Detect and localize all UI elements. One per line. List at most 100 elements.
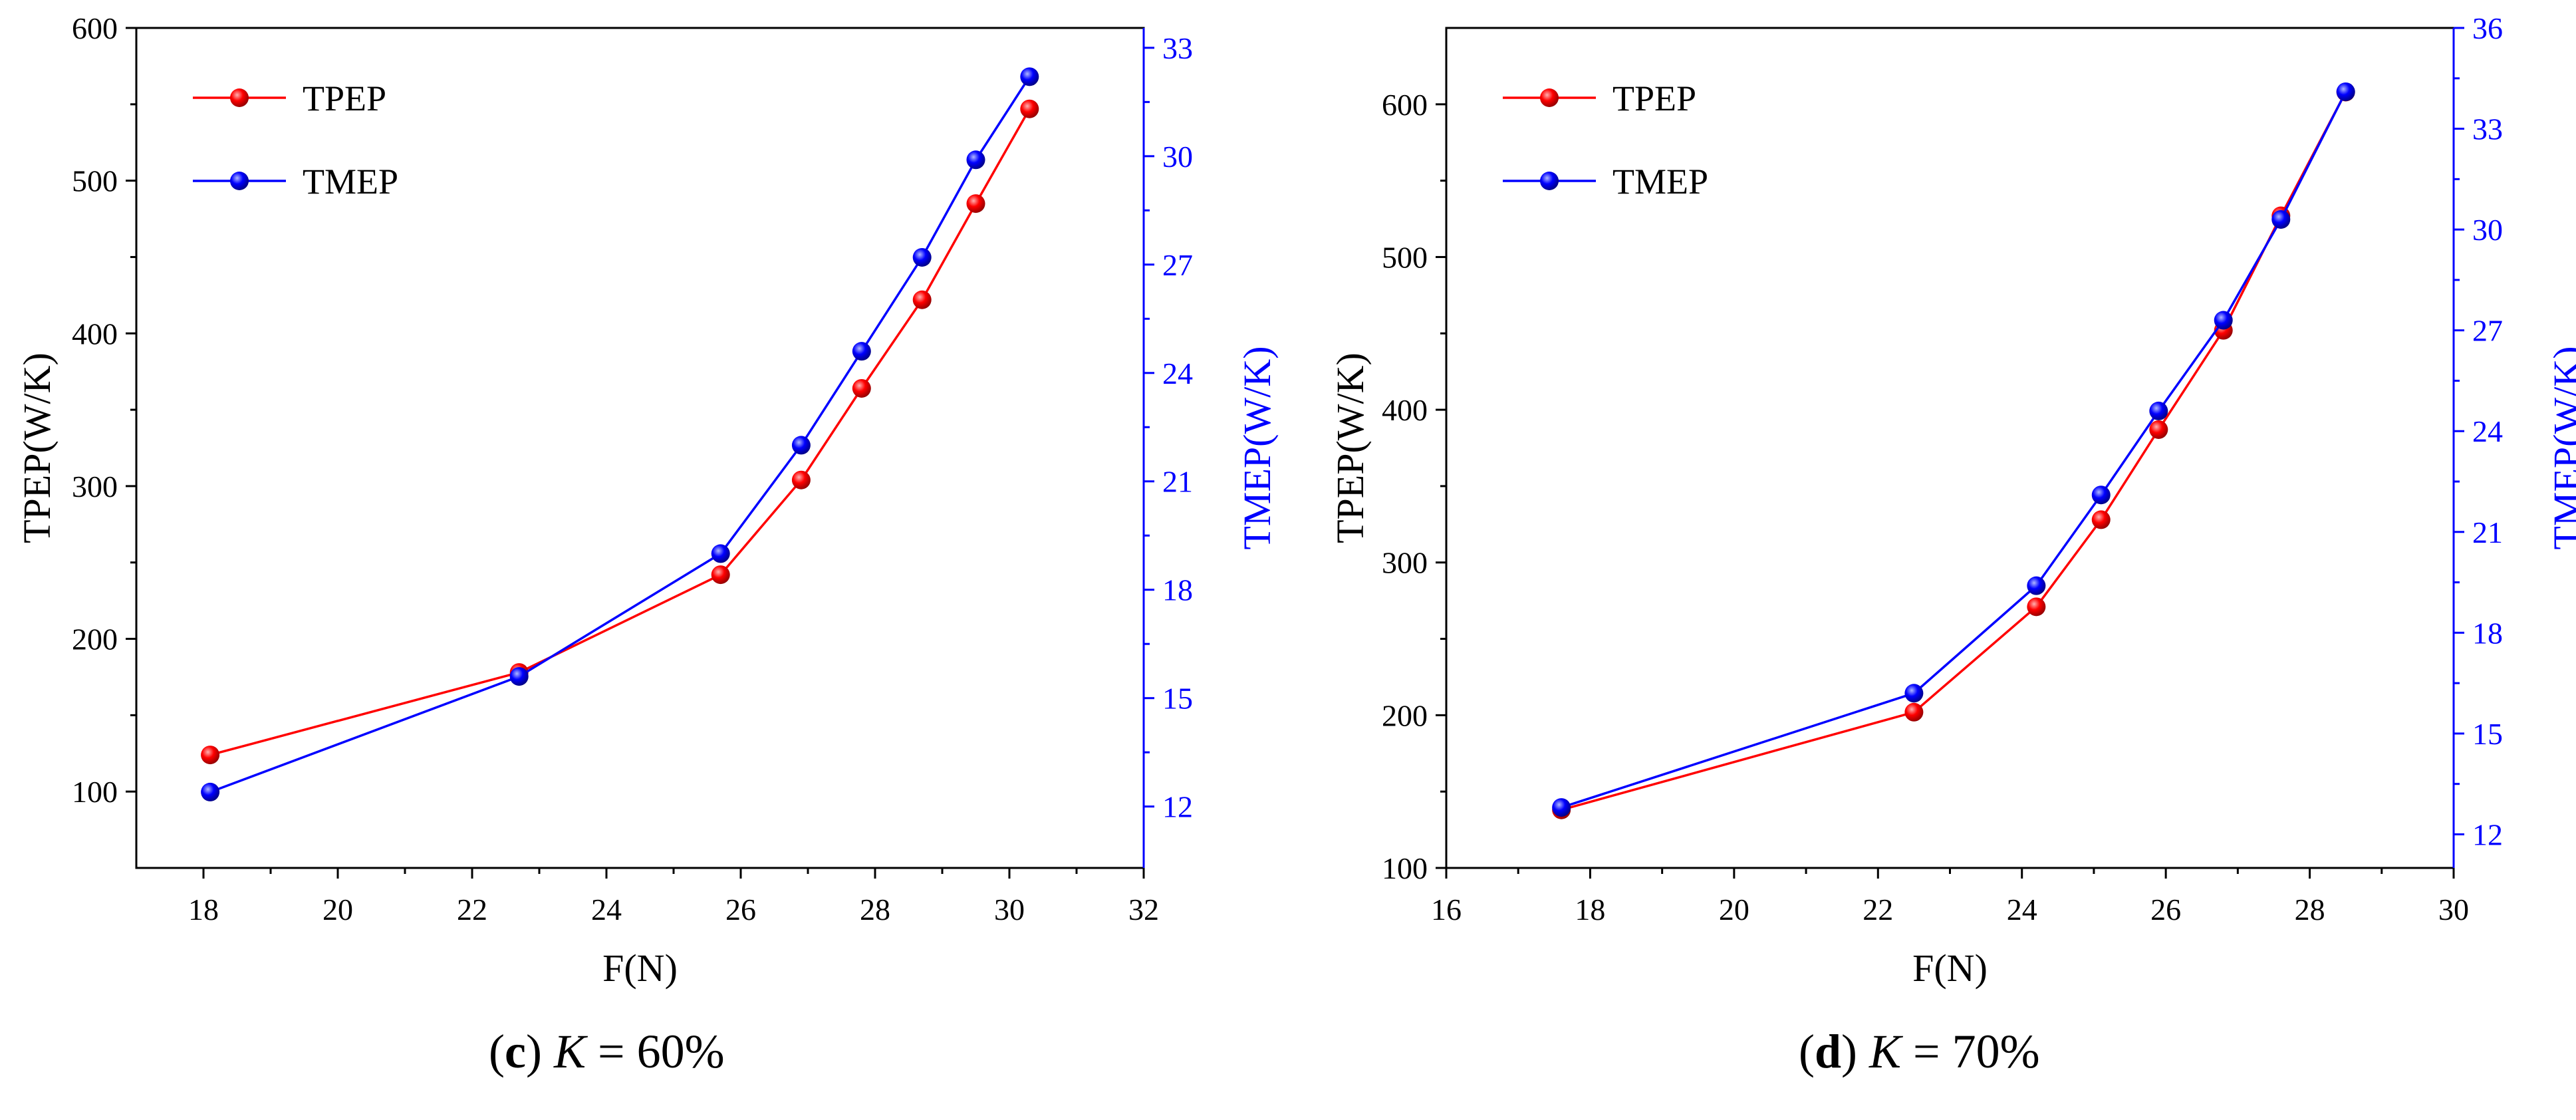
- y2-tick-label: 36: [2472, 11, 2503, 45]
- data-point-tmep: [711, 544, 730, 563]
- data-point-tmep: [201, 782, 220, 801]
- caption-letter: d: [1814, 1025, 1842, 1078]
- y-tick-label: 300: [1382, 546, 1428, 580]
- y2-tick-label: 12: [2472, 817, 2503, 851]
- data-point-tmep: [1904, 684, 1924, 703]
- x-axis-title: F(N): [1912, 946, 1988, 990]
- y-axis-title: TPEP(W/K): [1329, 352, 1372, 543]
- data-point-tpep: [852, 378, 871, 398]
- legend-label-tmep: TMEP: [303, 162, 398, 202]
- chart-panel-c: 18 20 22 24 26 28 30 32 100 200 300 400 500 600 12 15 18…: [15, 11, 1279, 990]
- data-point-tpep: [711, 565, 730, 585]
- y2-tick-label: 33: [1162, 31, 1193, 65]
- legend-label-tpep: TPEP: [303, 78, 386, 118]
- data-point-tmep: [2027, 576, 2046, 595]
- legend-marker-tpep: [230, 88, 249, 107]
- y2-tick-label: 24: [1162, 356, 1193, 390]
- caption-variable: K: [1869, 1025, 1902, 1078]
- y-tick-label: 100: [72, 775, 118, 809]
- data-point-tmep: [966, 150, 985, 170]
- legend-label-tmep: TMEP: [1612, 162, 1708, 202]
- data-point-tmep: [2271, 210, 2291, 229]
- data-point-tmep: [509, 667, 529, 686]
- x-tick-label: 16: [1431, 893, 1462, 926]
- data-point-tpep: [2027, 597, 2046, 617]
- x-tick-label: 18: [188, 893, 219, 926]
- x-tick-label: 26: [2150, 893, 2181, 926]
- plot-frame: [135, 27, 1145, 869]
- y2-axis-title: TMEP(W/K): [1235, 346, 1279, 549]
- data-point-tmep: [2149, 401, 2168, 420]
- x-tick-label: 24: [2007, 893, 2037, 926]
- x-tick-label: 28: [2295, 893, 2325, 926]
- data-point-tmep: [2091, 486, 2111, 505]
- series-line-tmep: [209, 76, 1031, 793]
- data-point-tpep: [1020, 99, 1039, 118]
- data-point-tpep: [912, 290, 932, 309]
- y-tick-label: 600: [1382, 88, 1428, 122]
- caption-letter: c: [504, 1025, 526, 1078]
- y-tick-label: 200: [1382, 698, 1428, 732]
- legend-marker-tmep: [1540, 172, 1559, 190]
- data-point-tmep: [2214, 311, 2233, 330]
- y2-tick-label: 12: [1162, 790, 1193, 824]
- y2-tick-label: 21: [2472, 515, 2503, 549]
- y2-tick-label: 33: [2472, 112, 2503, 146]
- caption-panel-d: (d) K = 70%: [1799, 1025, 2040, 1078]
- data-point-tpep: [201, 746, 220, 765]
- x-tick-label: 32: [1128, 893, 1159, 926]
- y-tick-label: 500: [1382, 240, 1428, 274]
- y2-tick-label: 15: [2472, 717, 2503, 751]
- data-point-tpep: [2149, 420, 2168, 439]
- x-tick-label: 30: [994, 893, 1025, 926]
- y2-tick-label: 18: [2472, 616, 2503, 650]
- x-tick-label: 20: [322, 893, 353, 926]
- y2-tick-label: 18: [1162, 573, 1193, 607]
- legend-marker-tmep: [230, 172, 249, 190]
- data-point-tpep: [966, 194, 985, 213]
- x-tick-label: 22: [1863, 893, 1893, 926]
- x-tick-label: 30: [2438, 893, 2469, 926]
- data-point-tmep: [791, 436, 811, 455]
- x-tick-label: 20: [1719, 893, 1749, 926]
- data-point-tmep: [2336, 82, 2355, 101]
- x-axis-title: F(N): [602, 946, 678, 990]
- data-point-tmep: [852, 342, 871, 361]
- data-point-tpep: [791, 470, 811, 490]
- chart-panel-d: 16 18 20 22 24 26 28 30 100 200 300 400 500 600 12 15 18…: [1329, 11, 2576, 990]
- y-tick-label: 500: [72, 164, 118, 198]
- caption-value: = 70%: [1901, 1025, 2040, 1078]
- y-tick-label: 600: [72, 11, 118, 45]
- x-tick-label: 18: [1575, 893, 1605, 926]
- y2-tick-label: 30: [2472, 213, 2503, 247]
- y2-tick-label: 27: [1162, 248, 1193, 282]
- x-tick-label: 28: [860, 893, 890, 926]
- legend-label-tpep: TPEP: [1612, 78, 1696, 118]
- y-tick-label: 400: [1382, 393, 1428, 427]
- y-tick-label: 100: [1382, 851, 1428, 885]
- series-line-tpep: [209, 108, 1031, 756]
- y-tick-label: 300: [72, 470, 118, 503]
- series-line-tmep: [1561, 91, 2347, 809]
- y2-tick-label: 24: [2472, 414, 2503, 448]
- data-point-tpep: [1904, 702, 1924, 722]
- y2-tick-label: 21: [1162, 465, 1193, 499]
- y2-tick-label: 15: [1162, 682, 1193, 716]
- y2-tick-label: 30: [1162, 140, 1193, 174]
- caption-panel-c: (c) K = 60%: [489, 1025, 725, 1078]
- data-point-tmep: [1552, 798, 1571, 817]
- x-tick-label: 24: [591, 893, 622, 926]
- y-tick-label: 200: [72, 623, 118, 656]
- data-point-tpep: [2091, 510, 2111, 529]
- x-tick-label: 26: [725, 893, 756, 926]
- data-point-tmep: [912, 247, 932, 267]
- caption-value: = 60%: [585, 1025, 725, 1078]
- legend-marker-tpep: [1540, 88, 1559, 107]
- y2-axis-title: TMEP(W/K): [2545, 346, 2576, 549]
- y-tick-label: 400: [72, 317, 118, 350]
- y2-tick-label: 27: [2472, 314, 2503, 348]
- plot-frame: [1445, 27, 2455, 869]
- caption-variable: K: [553, 1025, 586, 1078]
- y-axis-title: TPEP(W/K): [15, 352, 59, 543]
